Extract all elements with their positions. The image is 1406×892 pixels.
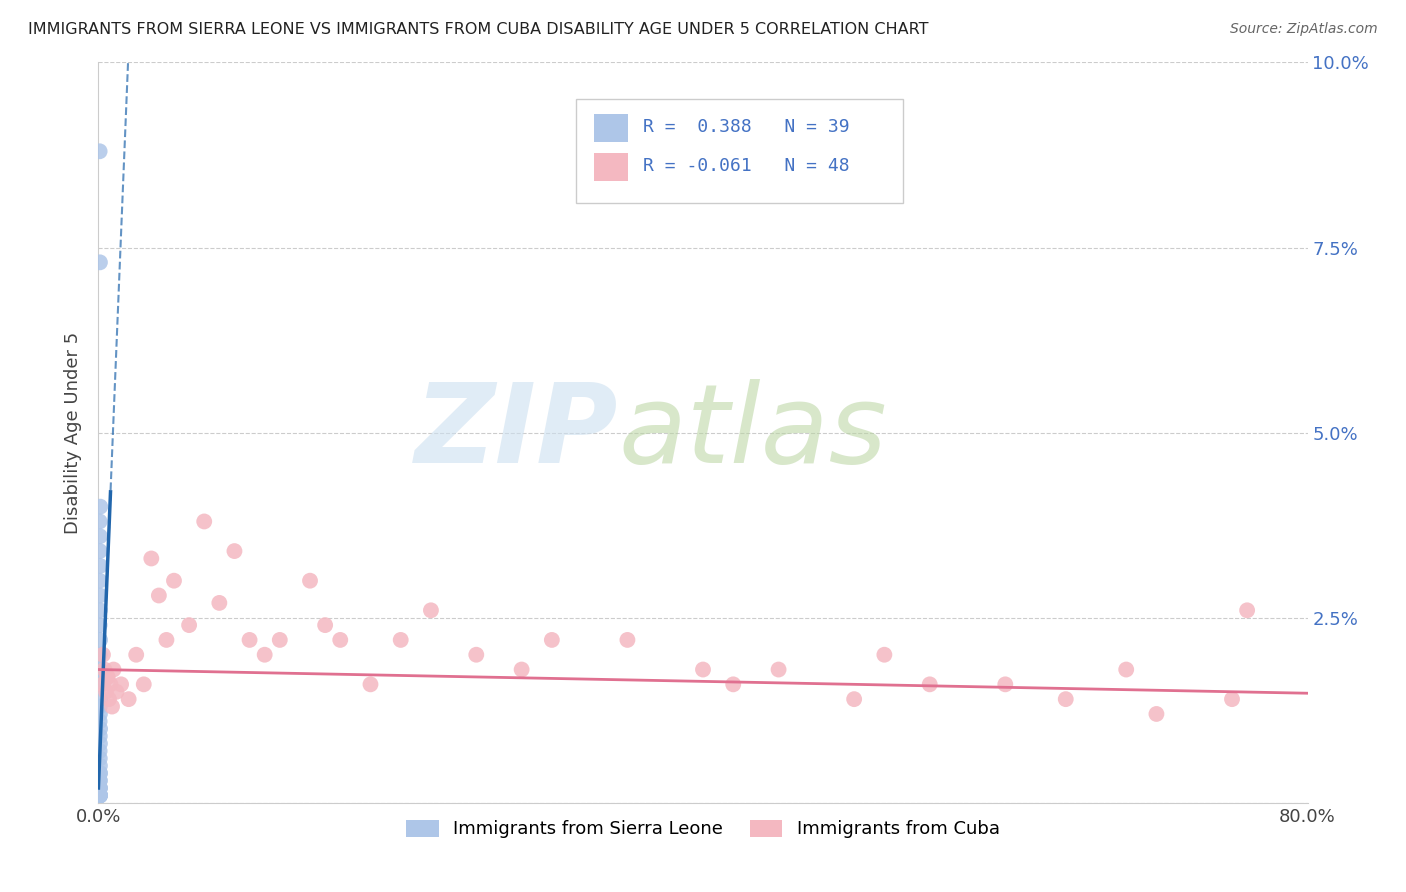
Point xyxy=(389,632,412,647)
Point xyxy=(89,789,111,803)
FancyBboxPatch shape xyxy=(576,99,903,203)
Point xyxy=(89,729,111,743)
Point xyxy=(465,648,488,662)
Point xyxy=(89,773,111,788)
Point xyxy=(1236,603,1258,617)
Point xyxy=(873,648,896,662)
Point xyxy=(93,663,115,677)
Point xyxy=(89,699,111,714)
Point xyxy=(314,618,336,632)
Point xyxy=(89,544,111,558)
Point xyxy=(89,677,111,691)
Point xyxy=(89,737,111,751)
Point xyxy=(89,589,111,603)
Point xyxy=(239,632,262,647)
Point xyxy=(89,632,111,647)
Point xyxy=(89,722,111,736)
Point xyxy=(132,677,155,691)
Point xyxy=(616,632,638,647)
Point xyxy=(89,706,111,721)
Point xyxy=(89,255,111,269)
Point xyxy=(105,685,128,699)
Point xyxy=(89,692,111,706)
Point xyxy=(96,670,118,684)
Point xyxy=(89,789,111,803)
Point xyxy=(692,663,714,677)
Point xyxy=(179,618,201,632)
Text: Source: ZipAtlas.com: Source: ZipAtlas.com xyxy=(1230,22,1378,37)
Point xyxy=(89,789,111,803)
Point xyxy=(89,529,111,543)
Point xyxy=(125,648,148,662)
Point xyxy=(723,677,745,691)
Point xyxy=(89,758,111,772)
Point xyxy=(118,692,141,706)
Point xyxy=(994,677,1017,691)
Point xyxy=(89,558,111,573)
Point xyxy=(918,677,941,691)
Text: R =  0.388   N = 39: R = 0.388 N = 39 xyxy=(643,118,849,136)
Text: R = -0.061   N = 48: R = -0.061 N = 48 xyxy=(643,157,849,175)
Text: IMMIGRANTS FROM SIERRA LEONE VS IMMIGRANTS FROM CUBA DISABILITY AGE UNDER 5 CORR: IMMIGRANTS FROM SIERRA LEONE VS IMMIGRAN… xyxy=(28,22,928,37)
Point xyxy=(269,632,291,647)
Point xyxy=(103,663,125,677)
Point xyxy=(89,744,111,758)
Point xyxy=(101,699,124,714)
Point xyxy=(141,551,163,566)
Point xyxy=(89,773,111,788)
Point xyxy=(1144,706,1167,721)
Point xyxy=(420,603,443,617)
Bar xyxy=(595,153,628,181)
Y-axis label: Disability Age Under 5: Disability Age Under 5 xyxy=(65,332,83,533)
Point xyxy=(1220,692,1243,706)
Point xyxy=(360,677,382,691)
Point xyxy=(89,780,111,795)
Point xyxy=(89,145,111,159)
Point xyxy=(94,685,117,699)
Point xyxy=(155,632,177,647)
Bar xyxy=(595,113,628,142)
Point xyxy=(224,544,246,558)
Point xyxy=(253,648,276,662)
Point xyxy=(89,789,111,803)
Point xyxy=(768,663,790,677)
Point xyxy=(100,677,122,691)
Point xyxy=(89,766,111,780)
Point xyxy=(299,574,322,588)
Point xyxy=(96,670,118,684)
Point xyxy=(89,714,111,729)
Point xyxy=(91,648,114,662)
Point xyxy=(89,618,111,632)
Point xyxy=(89,751,111,765)
Text: ZIP: ZIP xyxy=(415,379,619,486)
Point xyxy=(89,780,111,795)
Point xyxy=(89,648,111,662)
Point xyxy=(89,780,111,795)
Point xyxy=(89,789,111,803)
Point xyxy=(89,766,111,780)
Legend: Immigrants from Sierra Leone, Immigrants from Cuba: Immigrants from Sierra Leone, Immigrants… xyxy=(399,813,1007,846)
Point xyxy=(89,574,111,588)
Point xyxy=(510,663,533,677)
Point xyxy=(844,692,866,706)
Text: atlas: atlas xyxy=(619,379,887,486)
Point xyxy=(89,789,111,803)
Point xyxy=(163,574,186,588)
Point xyxy=(89,603,111,617)
Point xyxy=(89,515,111,529)
Point xyxy=(1054,692,1077,706)
Point xyxy=(98,692,121,706)
Point xyxy=(89,500,111,514)
Point xyxy=(89,663,111,677)
Point xyxy=(329,632,352,647)
Point xyxy=(91,677,114,691)
Point xyxy=(208,596,231,610)
Point xyxy=(540,632,562,647)
Point xyxy=(89,789,111,803)
Point xyxy=(110,677,132,691)
Point xyxy=(1115,663,1137,677)
Point xyxy=(193,515,215,529)
Point xyxy=(148,589,170,603)
